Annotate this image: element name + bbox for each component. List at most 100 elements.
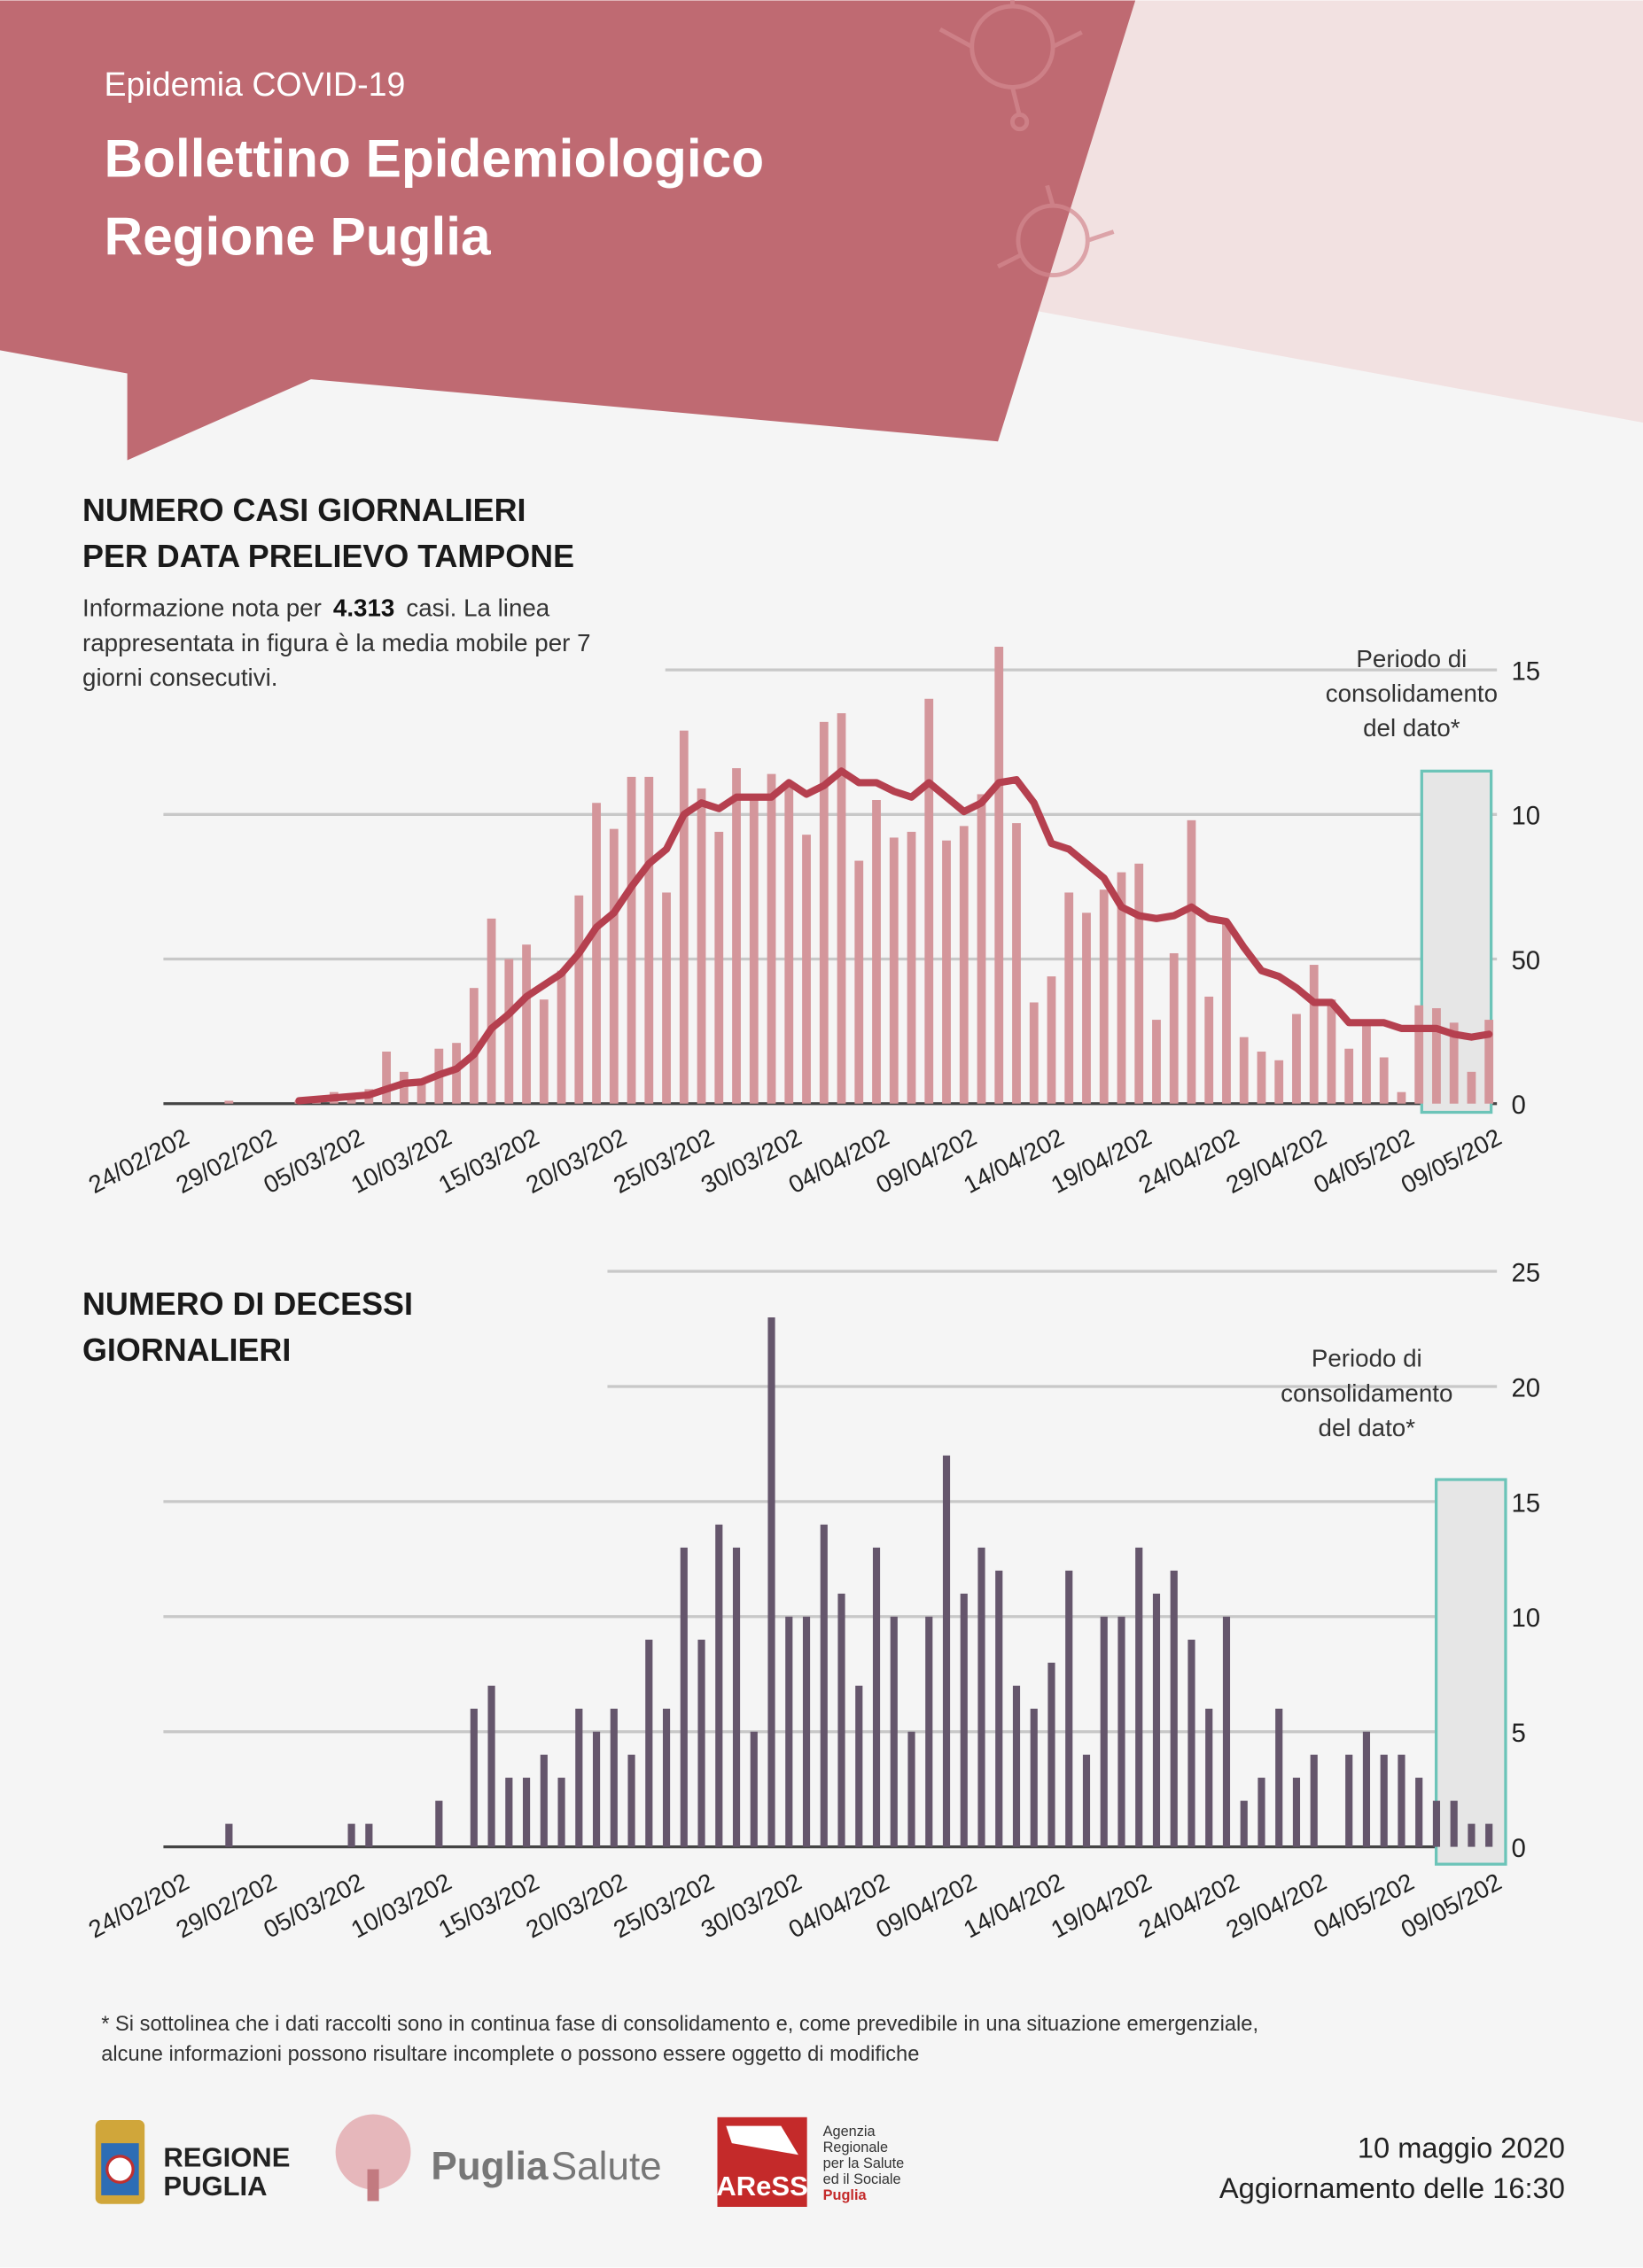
bar [1100, 1616, 1108, 1847]
bar [1450, 1800, 1458, 1847]
bar [1012, 1685, 1021, 1847]
header-title: Bollettino Epidemiologico [105, 128, 765, 189]
logo-pugliasalute: Puglia Salute [335, 2114, 662, 2202]
bar [1117, 1616, 1125, 1847]
bar [557, 1777, 565, 1847]
bar [1274, 1060, 1284, 1104]
bar [347, 1823, 355, 1847]
bar [732, 1547, 741, 1847]
bar [942, 1455, 951, 1847]
annotation: del dato* [1319, 1414, 1416, 1441]
bar [1082, 913, 1091, 1104]
bar [417, 1080, 426, 1104]
bar [609, 828, 619, 1104]
bar [1275, 1708, 1283, 1847]
bar [1047, 1662, 1055, 1847]
bar [960, 1593, 968, 1847]
bar [644, 776, 654, 1104]
bar [575, 1708, 583, 1847]
logo-aress: AReSS Agenzia Regionale per la Salute ed… [716, 2117, 904, 2207]
bar [1415, 1777, 1423, 1847]
chart-description: rappresentata in figura è la media mobil… [82, 629, 591, 656]
bar [784, 782, 794, 1104]
bar [1258, 1777, 1265, 1847]
bar [837, 713, 846, 1104]
bar [1064, 892, 1074, 1104]
bar [679, 730, 689, 1104]
bar [715, 1524, 723, 1847]
bar [382, 1051, 391, 1104]
bar [855, 1685, 863, 1847]
logo-text-light: Salute [551, 2145, 662, 2188]
description-text: casi. La linea [406, 594, 549, 622]
bar [365, 1823, 373, 1847]
bar [1240, 1800, 1248, 1847]
bar [714, 831, 724, 1104]
bar [942, 840, 951, 1104]
bar [925, 1616, 933, 1847]
description-text: Informazione nota per [82, 594, 322, 622]
annotation: consolidamento [1326, 680, 1498, 707]
bar [225, 1823, 233, 1847]
logo-text: Regionale [823, 2140, 888, 2155]
annotation: consolidamento [1281, 1379, 1452, 1407]
bar [1344, 1048, 1354, 1104]
logo-text: Agenzia [823, 2124, 876, 2140]
logo-regione: REGIONE PUGLIA [95, 2120, 290, 2204]
annotation: del dato* [1363, 714, 1460, 742]
bar [1467, 1071, 1476, 1104]
coat-of-arms-emblem [105, 2155, 135, 2184]
chart-title: GIORNALIERI [82, 1332, 291, 1368]
bar [820, 1524, 828, 1847]
chart-description: Informazione nota per 4.313 casi. La linea [82, 594, 550, 622]
consolidation-box [1434, 1478, 1507, 1866]
bar [1398, 1754, 1406, 1847]
bar [487, 1685, 495, 1847]
chart-title: PER DATA PRELIEVO TAMPONE [82, 539, 574, 574]
bar [1449, 1022, 1459, 1104]
bar [1379, 1057, 1389, 1104]
bar [540, 1754, 548, 1847]
aress-mark-shape [726, 2125, 798, 2155]
moving-average-line [295, 767, 1493, 1105]
chart-title: NUMERO DI DECESSI [82, 1286, 413, 1322]
bar [1030, 1708, 1038, 1847]
bar [819, 721, 829, 1104]
y-tick-label: 10 [1511, 1604, 1540, 1633]
bar [1485, 1823, 1493, 1847]
tree-icon [335, 2114, 411, 2190]
bar [1135, 1547, 1143, 1847]
bar [767, 1317, 775, 1847]
bar [645, 1639, 653, 1847]
logo-text: AReSS [716, 2171, 807, 2202]
y-tick-label: 0 [1511, 1834, 1525, 1863]
bar [1047, 976, 1056, 1104]
bar [1187, 819, 1196, 1104]
footnote: * Si sottolinea che i dati raccolti sono… [101, 2013, 1258, 2036]
bar [592, 803, 601, 1104]
bar [1432, 1008, 1441, 1104]
bar [1205, 1708, 1213, 1847]
bar [872, 1547, 881, 1847]
date: 10 maggio 2020 [1358, 2131, 1565, 2163]
bar [995, 1570, 1003, 1847]
bar [1397, 1091, 1406, 1104]
bar [837, 1593, 845, 1847]
bar [1468, 1823, 1476, 1847]
logo-text: ed il Sociale [823, 2171, 901, 2187]
bar [1012, 823, 1021, 1104]
bar [504, 959, 514, 1104]
logo-text-bold: Puglia [431, 2145, 549, 2188]
bar [802, 1616, 811, 1847]
bar [539, 999, 549, 1104]
logo-text: PUGLIA [163, 2171, 267, 2202]
bar [610, 1708, 618, 1847]
y-tick-label: 15 [1511, 657, 1540, 687]
bar [469, 988, 479, 1104]
bar [977, 1547, 985, 1847]
bar [1222, 921, 1231, 1104]
header-title: Regione Puglia [105, 206, 492, 267]
y-tick-label: 5 [1511, 1719, 1525, 1748]
